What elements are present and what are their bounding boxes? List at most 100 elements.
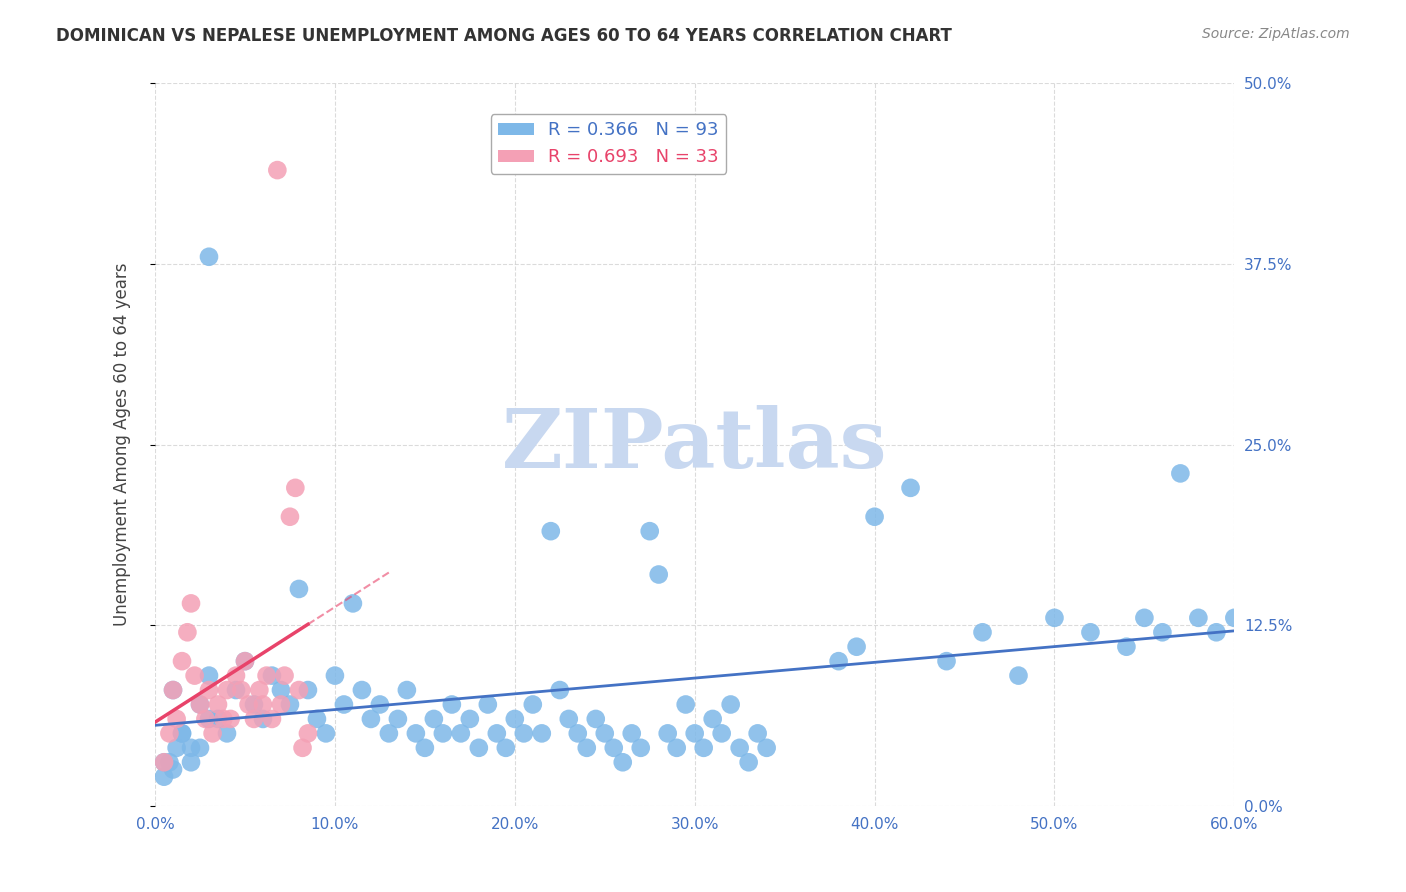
Nepalese — [266, 163, 288, 178]
Dominicans — [180, 756, 202, 770]
Nepalese — [288, 683, 311, 698]
Dominicans — [585, 712, 607, 726]
Dominicans — [360, 712, 382, 726]
Dominicans — [863, 509, 886, 524]
Dominicans — [270, 683, 292, 698]
Nepalese — [219, 712, 242, 726]
Dominicans — [440, 698, 463, 712]
Dominicans — [477, 698, 499, 712]
Dominicans — [1223, 611, 1246, 625]
Dominicans — [612, 756, 634, 770]
Dominicans — [368, 698, 391, 712]
Nepalese — [291, 740, 314, 755]
Nepalese — [157, 726, 180, 740]
Dominicans — [170, 726, 193, 740]
Dominicans — [845, 640, 868, 654]
Dominicans — [323, 668, 346, 682]
Dominicans — [162, 763, 184, 777]
Dominicans — [737, 756, 759, 770]
Dominicans — [620, 726, 643, 740]
Dominicans — [567, 726, 589, 740]
Nepalese — [207, 698, 229, 712]
Dominicans — [593, 726, 616, 740]
Dominicans — [166, 740, 188, 755]
Dominicans — [1080, 625, 1102, 640]
Dominicans — [665, 740, 688, 755]
Nepalese — [278, 509, 301, 524]
Nepalese — [153, 756, 176, 770]
Dominicans — [692, 740, 714, 755]
Nepalese — [198, 683, 221, 698]
Dominicans — [513, 726, 536, 740]
Nepalese — [183, 668, 205, 682]
Dominicans — [755, 740, 778, 755]
Dominicans — [900, 481, 922, 495]
Dominicans — [198, 250, 221, 264]
Dominicans — [378, 726, 401, 740]
Nepalese — [273, 668, 295, 682]
Dominicans — [153, 770, 176, 784]
Dominicans — [503, 712, 526, 726]
Nepalese — [162, 683, 184, 698]
Dominicans — [188, 698, 211, 712]
Nepalese — [170, 654, 193, 668]
Nepalese — [252, 698, 274, 712]
Dominicans — [485, 726, 508, 740]
Dominicans — [575, 740, 598, 755]
Nepalese — [180, 596, 202, 610]
Nepalese — [260, 712, 283, 726]
Dominicans — [297, 683, 319, 698]
Dominicans — [423, 712, 446, 726]
Dominicans — [1205, 625, 1227, 640]
Nepalese — [233, 654, 256, 668]
Nepalese — [247, 683, 270, 698]
Dominicans — [1043, 611, 1066, 625]
Dominicans — [522, 698, 544, 712]
Nepalese — [194, 712, 217, 726]
Text: DOMINICAN VS NEPALESE UNEMPLOYMENT AMONG AGES 60 TO 64 YEARS CORRELATION CHART: DOMINICAN VS NEPALESE UNEMPLOYMENT AMONG… — [56, 27, 952, 45]
Dominicans — [1152, 625, 1174, 640]
Nepalese — [238, 698, 260, 712]
Dominicans — [630, 740, 652, 755]
Dominicans — [350, 683, 373, 698]
Dominicans — [395, 683, 418, 698]
Dominicans — [180, 740, 202, 755]
Dominicans — [710, 726, 733, 740]
Dominicans — [747, 726, 769, 740]
Nepalese — [270, 698, 292, 712]
Dominicans — [405, 726, 427, 740]
Dominicans — [1133, 611, 1156, 625]
Dominicans — [728, 740, 751, 755]
Dominicans — [603, 740, 626, 755]
Dominicans — [188, 740, 211, 755]
Dominicans — [432, 726, 454, 740]
Dominicans — [935, 654, 957, 668]
Nepalese — [284, 481, 307, 495]
Nepalese — [176, 625, 198, 640]
Nepalese — [243, 712, 266, 726]
Nepalese — [212, 712, 235, 726]
Dominicans — [233, 654, 256, 668]
Nepalese — [297, 726, 319, 740]
Nepalese — [225, 668, 247, 682]
Dominicans — [450, 726, 472, 740]
Dominicans — [1170, 467, 1192, 481]
Dominicans — [657, 726, 679, 740]
Dominicans — [558, 712, 581, 726]
Dominicans — [1187, 611, 1209, 625]
Dominicans — [305, 712, 328, 726]
Dominicans — [387, 712, 409, 726]
Nepalese — [231, 683, 253, 698]
Dominicans — [638, 524, 661, 538]
Legend: R = 0.366   N = 93, R = 0.693   N = 33: R = 0.366 N = 93, R = 0.693 N = 33 — [491, 114, 725, 174]
Dominicans — [648, 567, 671, 582]
Dominicans — [157, 756, 180, 770]
Text: Source: ZipAtlas.com: Source: ZipAtlas.com — [1202, 27, 1350, 41]
Dominicans — [207, 712, 229, 726]
Dominicans — [170, 726, 193, 740]
Nepalese — [188, 698, 211, 712]
Dominicans — [260, 668, 283, 682]
Dominicans — [827, 654, 849, 668]
Nepalese — [166, 712, 188, 726]
Dominicans — [1007, 668, 1029, 682]
